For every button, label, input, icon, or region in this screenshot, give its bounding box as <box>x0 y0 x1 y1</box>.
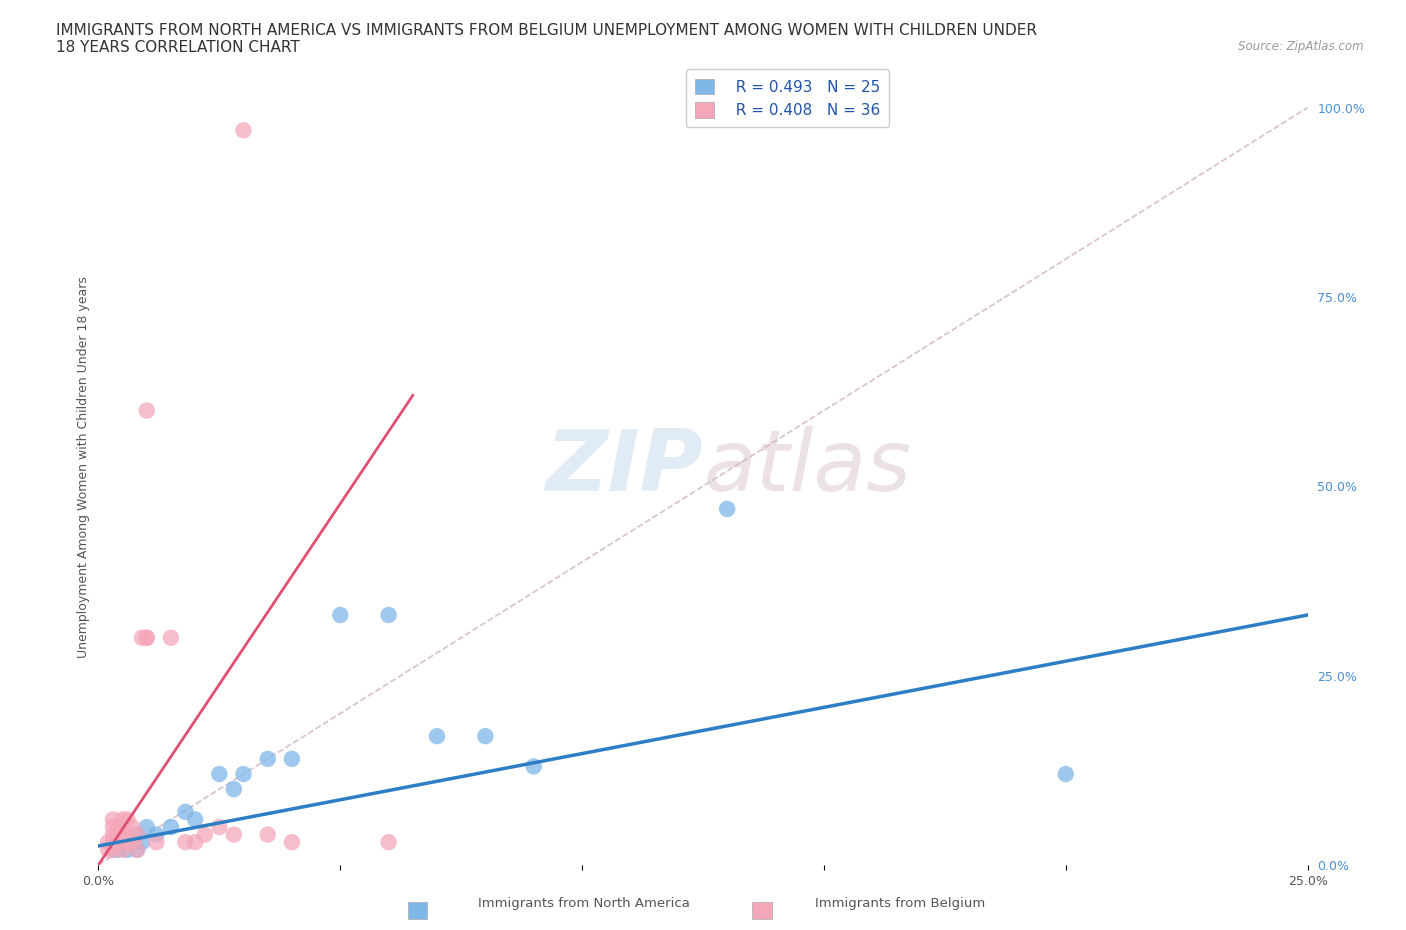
Point <box>107 843 129 857</box>
Point <box>174 835 197 850</box>
Point <box>184 835 207 850</box>
Point <box>222 782 245 797</box>
Point <box>121 835 143 850</box>
Point <box>174 804 197 819</box>
Point <box>208 766 231 781</box>
Text: atlas: atlas <box>703 426 911 509</box>
Point <box>117 812 139 827</box>
Point <box>117 843 139 857</box>
Point <box>329 607 352 622</box>
Point <box>377 607 399 622</box>
Point <box>716 501 738 516</box>
Text: 18 YEARS CORRELATION CHART: 18 YEARS CORRELATION CHART <box>56 40 299 55</box>
Y-axis label: Unemployment Among Women with Children Under 18 years: Unemployment Among Women with Children U… <box>77 276 90 658</box>
Point <box>377 835 399 850</box>
Point <box>184 812 207 827</box>
Point <box>97 835 120 850</box>
Point <box>111 812 134 827</box>
Point <box>135 403 157 418</box>
Point <box>107 827 129 842</box>
Point <box>127 827 149 842</box>
Point <box>256 751 278 766</box>
Point <box>97 843 120 857</box>
Legend:   R = 0.493   N = 25,   R = 0.408   N = 36: R = 0.493 N = 25, R = 0.408 N = 36 <box>686 70 889 127</box>
Bar <box>752 902 772 919</box>
Text: ZIP: ZIP <box>546 426 703 509</box>
Point <box>135 819 157 834</box>
Point <box>232 766 254 781</box>
Point <box>101 819 124 834</box>
Point <box>127 827 149 842</box>
Point <box>222 827 245 842</box>
Point <box>101 827 124 842</box>
Point <box>160 631 183 645</box>
Text: Immigrants from North America: Immigrants from North America <box>478 897 689 910</box>
Point <box>101 843 124 857</box>
Point <box>117 835 139 850</box>
Point <box>281 751 304 766</box>
Text: IMMIGRANTS FROM NORTH AMERICA VS IMMIGRANTS FROM BELGIUM UNEMPLOYMENT AMONG WOME: IMMIGRANTS FROM NORTH AMERICA VS IMMIGRA… <box>56 23 1038 38</box>
Point <box>121 835 143 850</box>
Point <box>131 631 153 645</box>
Point <box>111 835 134 850</box>
Point <box>208 819 231 834</box>
Point <box>1054 766 1077 781</box>
Point <box>127 843 149 857</box>
Text: Immigrants from Belgium: Immigrants from Belgium <box>814 897 986 910</box>
Point <box>117 827 139 842</box>
Point <box>194 827 217 842</box>
Point <box>111 835 134 850</box>
Point <box>101 835 124 850</box>
Point <box>256 827 278 842</box>
Point <box>145 835 167 850</box>
Point <box>121 819 143 834</box>
Point <box>135 631 157 645</box>
Point <box>232 123 254 138</box>
Point <box>111 827 134 842</box>
Point <box>111 843 134 857</box>
Bar <box>408 902 427 919</box>
Point <box>107 835 129 850</box>
Point <box>101 812 124 827</box>
Point <box>145 827 167 842</box>
Point <box>281 835 304 850</box>
Point <box>127 843 149 857</box>
Point <box>160 819 183 834</box>
Text: Source: ZipAtlas.com: Source: ZipAtlas.com <box>1239 40 1364 53</box>
Point <box>474 729 496 744</box>
Point <box>135 631 157 645</box>
Point <box>107 819 129 834</box>
Point <box>101 843 124 857</box>
Point <box>131 835 153 850</box>
Point <box>523 759 546 774</box>
Point <box>426 729 449 744</box>
